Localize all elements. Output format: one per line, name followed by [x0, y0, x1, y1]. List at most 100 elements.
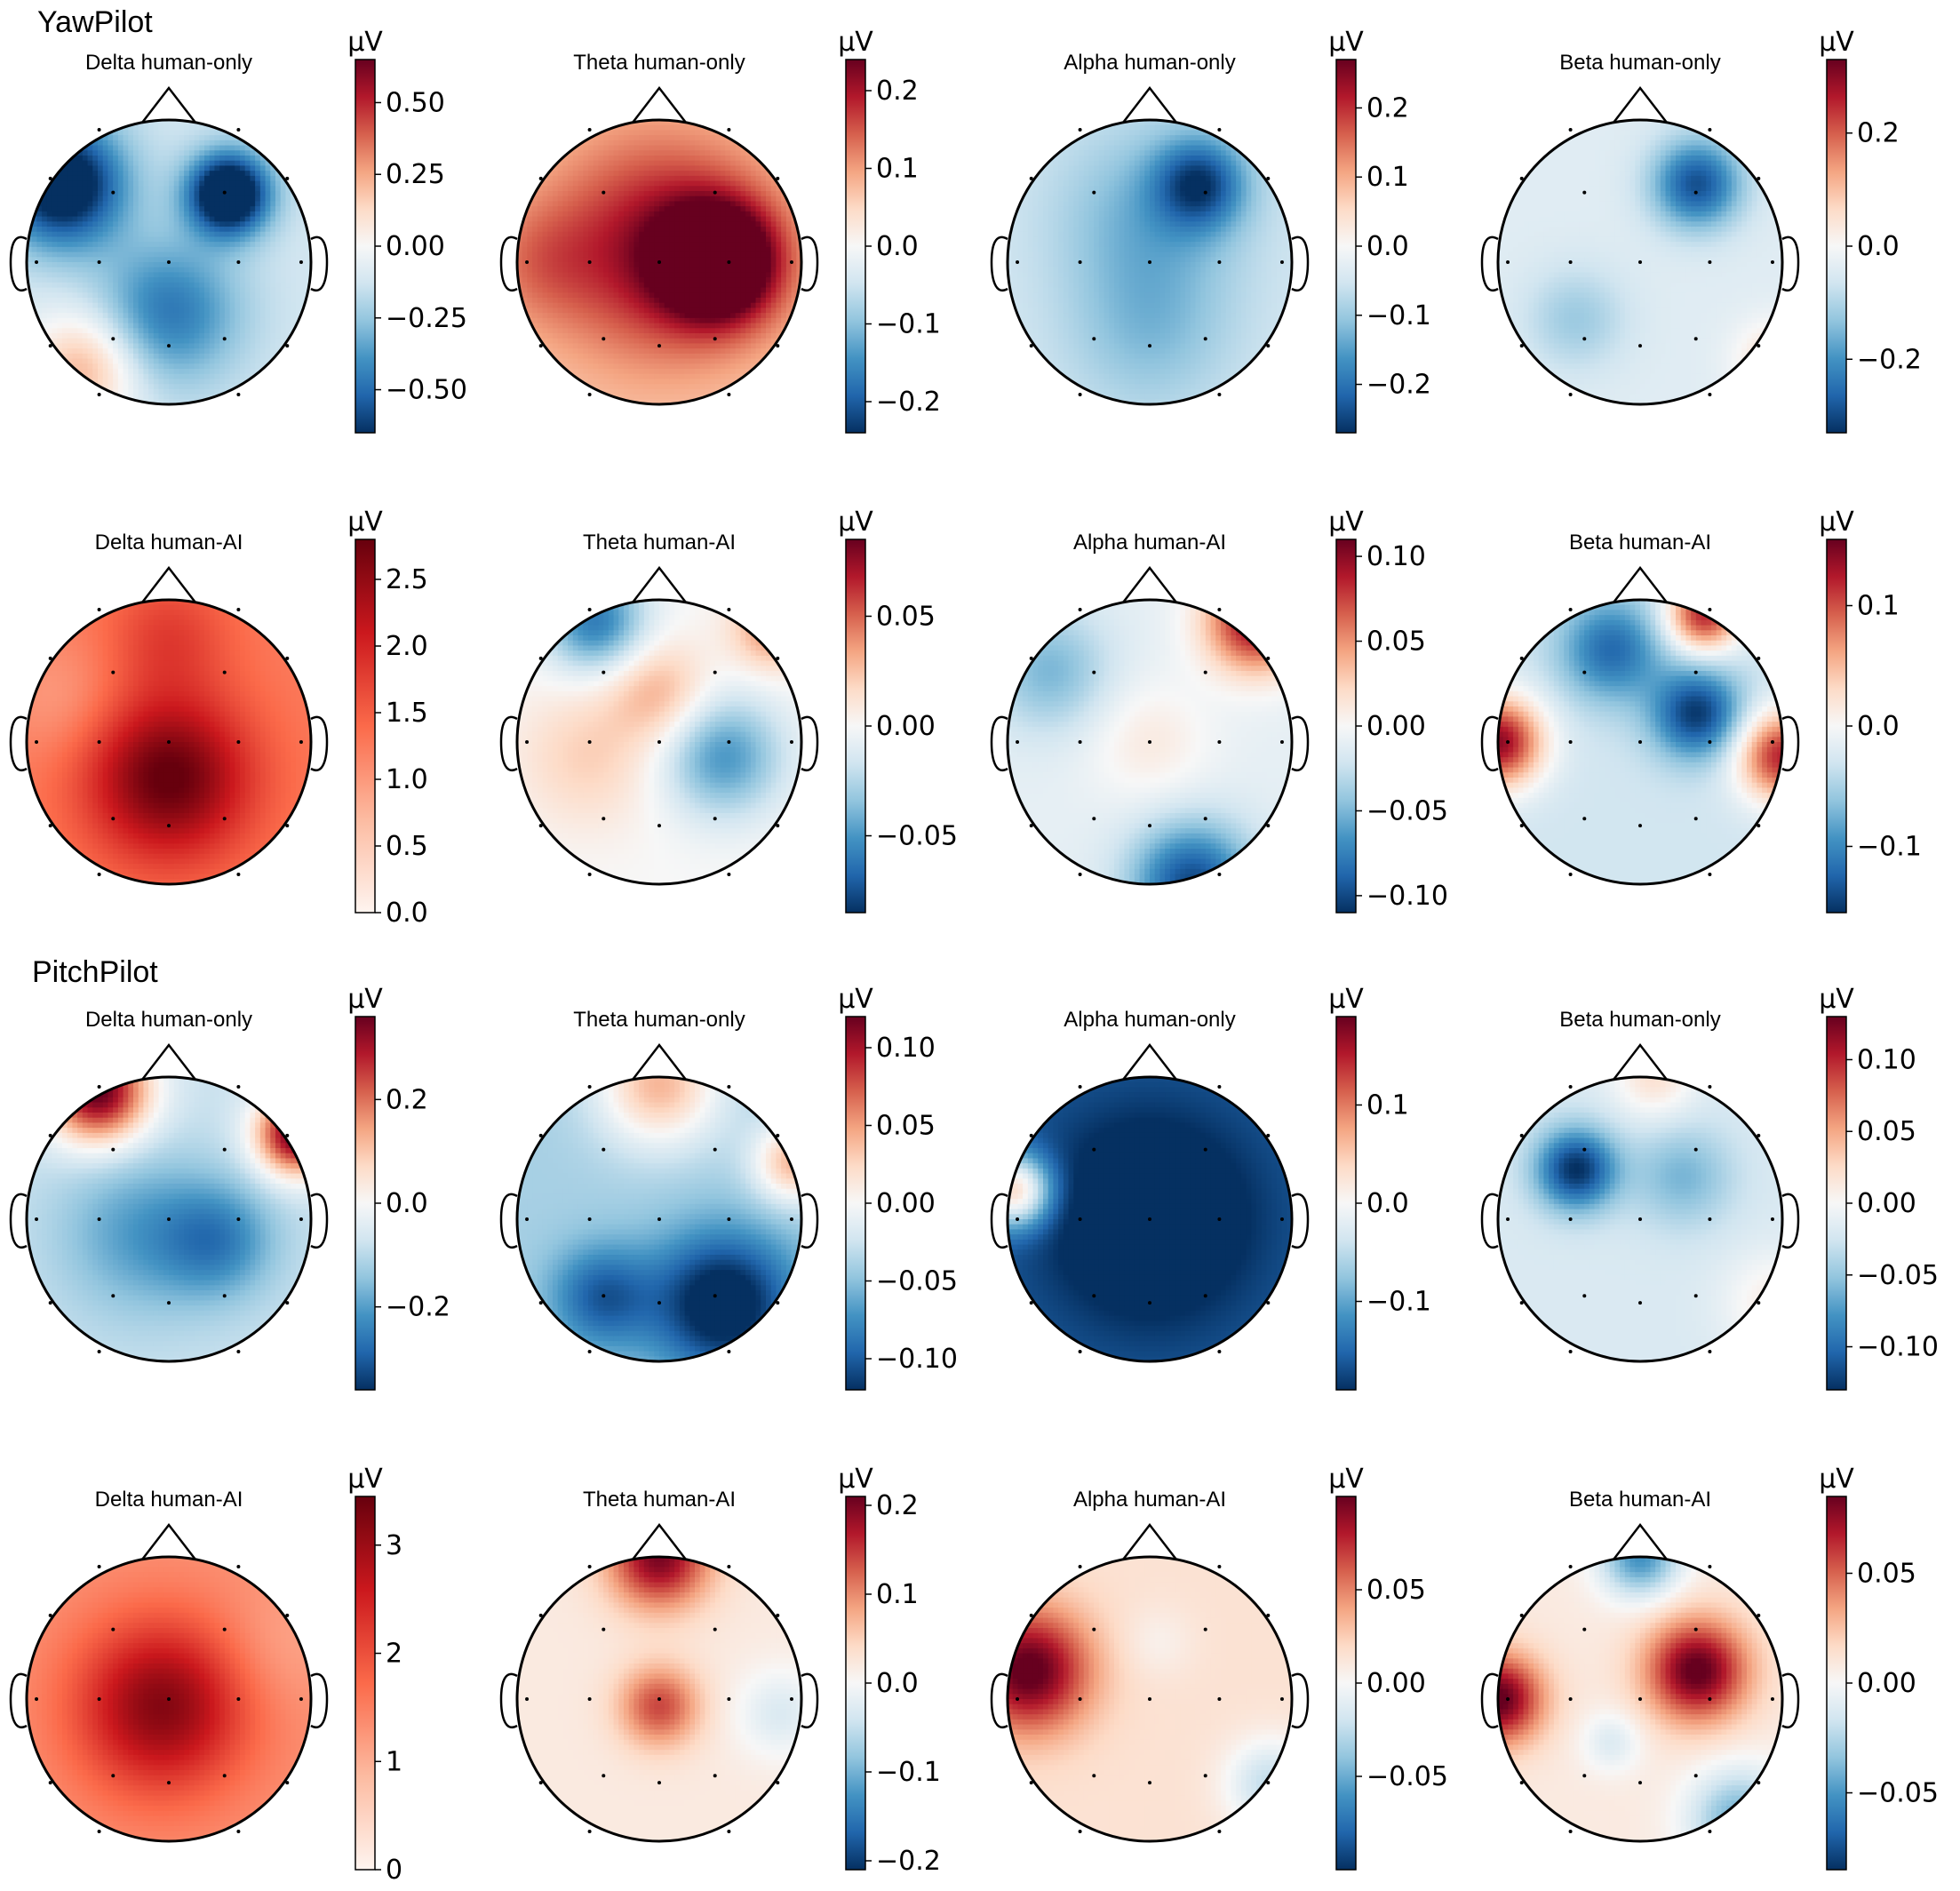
colorbar-unit-label: µV	[838, 1464, 873, 1495]
sensor-dot	[97, 1217, 101, 1221]
sensor-dot	[1568, 260, 1573, 264]
sensor-dot	[587, 392, 592, 396]
sensor-dot	[35, 740, 39, 744]
sensor-dot	[1016, 260, 1020, 264]
colorbar-unit-label: µV	[1819, 27, 1854, 58]
sensor-dot	[48, 824, 52, 828]
sensor-dot	[1582, 817, 1587, 821]
colorbar-unit-label: µV	[1819, 1464, 1854, 1495]
colorbar	[1335, 539, 1357, 914]
sensor-dot	[111, 670, 116, 674]
sensor-dot	[222, 1774, 227, 1778]
colorbar-tick-label: 0.1	[876, 1579, 919, 1610]
sensor-dot	[1078, 392, 1082, 396]
head-outline	[1496, 598, 1784, 886]
colorbar-tick-label: 0.10	[1366, 541, 1426, 572]
sensor-dot	[1029, 1781, 1033, 1785]
head-outline	[1496, 1555, 1784, 1843]
sensor-dot	[727, 128, 731, 132]
sensor-dot	[1092, 1627, 1096, 1632]
sensor-dot	[1519, 176, 1524, 180]
sensor-dot	[1029, 1133, 1033, 1137]
colorbar-tick-label: 0.1	[876, 154, 919, 185]
right-ear-icon	[801, 1672, 819, 1728]
sensor-dot	[167, 1781, 171, 1785]
colorbar-unit-label: µV	[1328, 507, 1364, 538]
sensor-dot	[97, 260, 101, 264]
sensor-dot	[236, 1217, 241, 1221]
colorbar-tick-label: 0.05	[1366, 1575, 1426, 1606]
topomap-panel-yawpilot-theta-human-ai: Theta human-AI µV 0.05 0.00 −0.05	[499, 507, 958, 914]
sensor-dot	[727, 740, 731, 744]
colorbar-tick-label: −0.05	[1857, 1260, 1939, 1291]
sensor-dot	[538, 1133, 543, 1137]
sensor-dot	[1519, 1133, 1524, 1137]
colorbar-tick-label: 0.00	[876, 1188, 936, 1219]
sensor-dot	[1708, 1697, 1712, 1701]
sensor-dot	[48, 1133, 52, 1137]
colorbar-tick-label: 1	[386, 1746, 402, 1777]
colorbar-tick-label: 2.0	[386, 631, 428, 662]
sensor-dot	[1638, 740, 1642, 744]
sensor-dot	[1078, 260, 1082, 264]
sensor-dot	[713, 1774, 717, 1778]
sensor-dot	[657, 740, 661, 744]
panel-title: Beta human-AI	[1569, 1488, 1711, 1512]
sensor-dot	[97, 1697, 101, 1701]
sensor-dot	[1203, 817, 1207, 821]
sensor-dot	[602, 190, 606, 195]
sensor-dot	[657, 824, 661, 828]
sensor-dot	[1582, 1774, 1587, 1778]
sensor-dot	[1582, 1147, 1587, 1152]
sensor-dot	[538, 824, 543, 828]
sensor-dot	[285, 1613, 290, 1617]
nose-icon	[1613, 85, 1668, 124]
topomap-panel-pitchpilot-alpha-human-only: Alpha human-only µV 0.1 0.0 −0.1	[990, 984, 1431, 1391]
colorbar-tick-label: −0.05	[1366, 1761, 1448, 1792]
sensor-dot	[236, 1349, 241, 1353]
sensor-dot	[35, 260, 39, 264]
colorbar-tick-label: 0.05	[1366, 626, 1426, 658]
sensor-dot	[1506, 740, 1510, 744]
sensor-dot	[1638, 1301, 1642, 1305]
sensor-dot	[1016, 1697, 1020, 1701]
sensor-dot	[776, 656, 780, 660]
colorbar-tick-label: 0.05	[1857, 1116, 1916, 1147]
sensor-dot	[299, 1697, 303, 1701]
sensor-dot	[538, 176, 543, 180]
colorbar-tick-label: 0.00	[386, 231, 445, 262]
sensor-dot	[1693, 337, 1698, 341]
right-ear-icon	[1781, 1193, 1800, 1249]
sensor-dot	[1092, 817, 1096, 821]
sensor-dot	[727, 1217, 731, 1221]
sensor-dot	[1708, 1085, 1712, 1089]
colorbar	[1335, 59, 1357, 434]
sensor-dot	[727, 260, 731, 264]
sensor-dot	[167, 344, 171, 348]
panel-title: Beta human-only	[1559, 1008, 1720, 1032]
sensor-dot	[236, 1697, 241, 1701]
sensor-dot	[1148, 824, 1151, 828]
sensor-dot	[167, 824, 171, 828]
sensor-dot	[1693, 817, 1698, 821]
sensor-dot	[789, 740, 793, 744]
colorbar-tick-label: 1.5	[386, 698, 428, 729]
colorbar-tick-label: 0.0	[876, 231, 919, 262]
colorbar-tick-label: −0.1	[876, 309, 941, 340]
colorbar-tick-label: 0.00	[1857, 1188, 1916, 1219]
sensor-dot	[1217, 1217, 1222, 1221]
panel-title: Beta human-AI	[1569, 531, 1711, 555]
colorbar-unit-label: µV	[838, 507, 873, 538]
sensor-dot	[1708, 1829, 1712, 1833]
sensor-dot	[1203, 1774, 1207, 1778]
sensor-dot	[1770, 260, 1774, 264]
sensor-dot	[1568, 872, 1573, 876]
sensor-dot	[1568, 1085, 1573, 1089]
colorbar	[1335, 1016, 1357, 1391]
sensor-dot	[587, 1565, 592, 1569]
colorbar-tick-label: −0.1	[1366, 1287, 1431, 1318]
sensor-dot	[587, 1349, 592, 1353]
sensor-dot	[1092, 1294, 1096, 1298]
colorbar-unit-label: µV	[838, 27, 873, 58]
